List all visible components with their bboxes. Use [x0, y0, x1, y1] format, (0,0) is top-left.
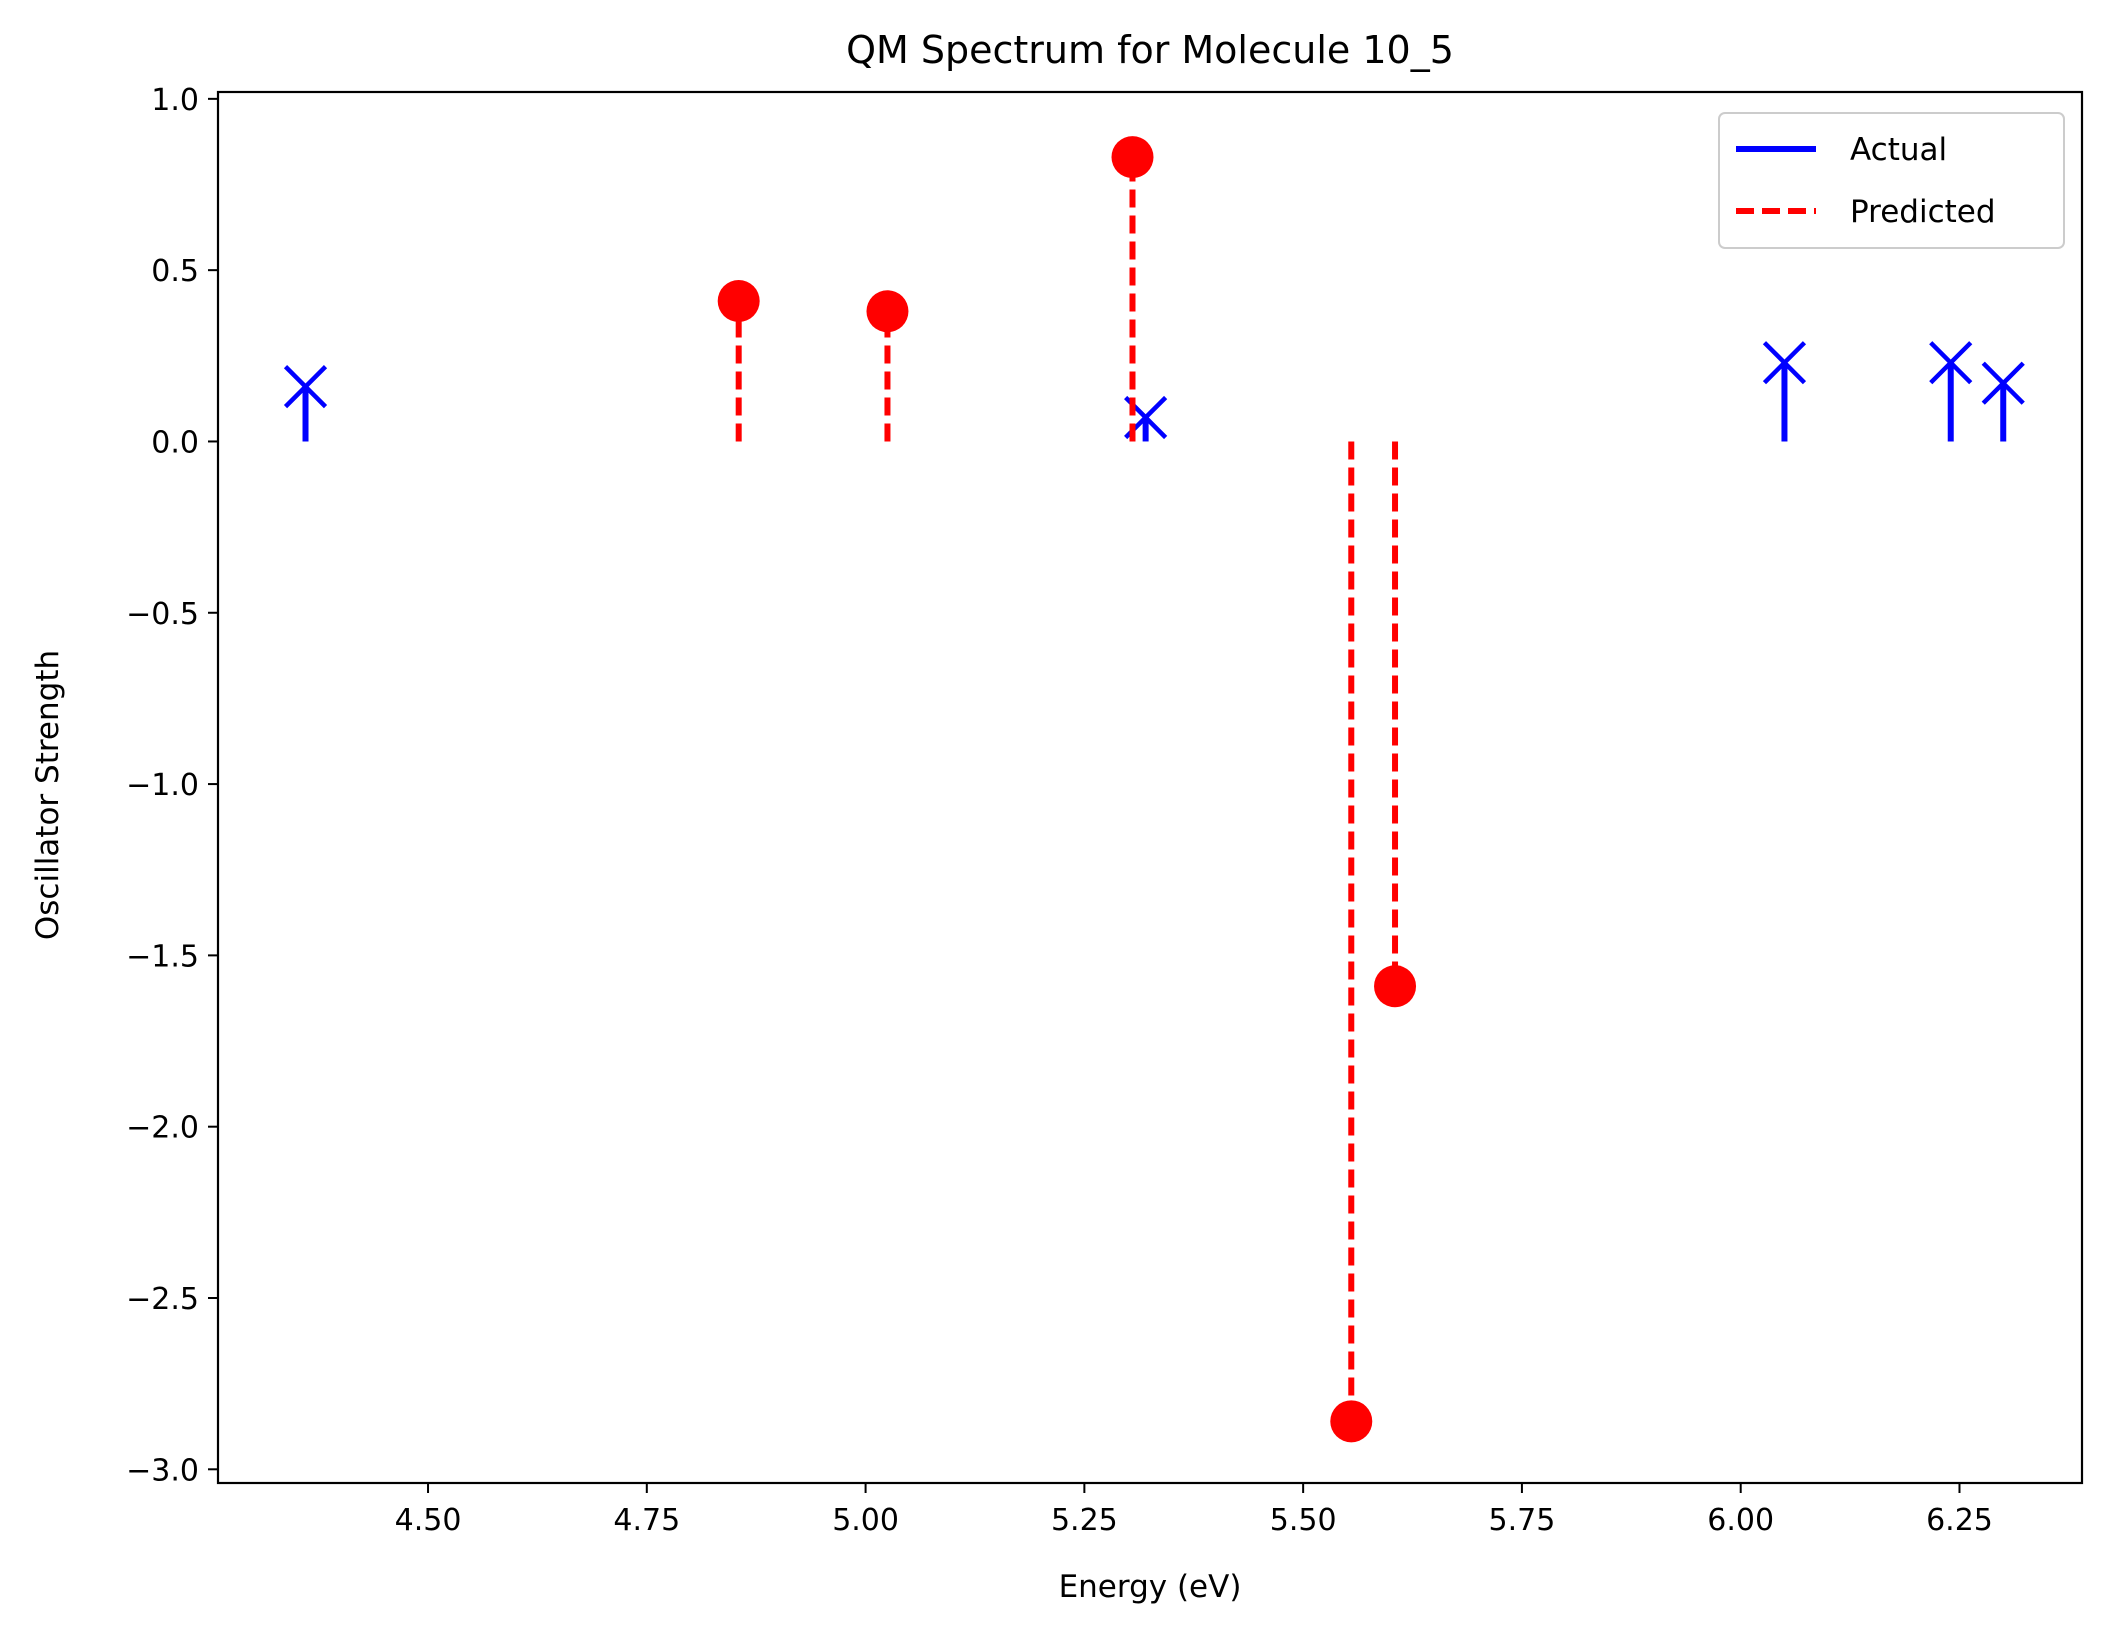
plot-area: [283, 136, 2025, 1443]
data-point-actual-2: [1762, 341, 1807, 385]
x-tick-label: 5.75: [1489, 1503, 1556, 1538]
chart-title: QM Spectrum for Molecule 10_5: [846, 28, 1454, 72]
y-tick-label: −1.5: [126, 939, 199, 974]
y-tick-label: 0.5: [151, 254, 199, 289]
axes: 4.50 4.75 5.00 5.25 5.50 5.75 6.00 6.25 1.0 0.5 0.…: [126, 83, 2084, 1538]
y-axis-label: Oscillator Strength: [30, 650, 66, 940]
x-tick-label: 5.50: [1270, 1503, 1337, 1538]
data-point-actual-0: [283, 365, 328, 409]
data-point-predicted-3: [1330, 1400, 1373, 1443]
y-tick-label: 0.0: [151, 425, 199, 460]
data-point-actual-4: [1981, 361, 2025, 405]
data-point-predicted-2: [1111, 136, 1154, 179]
x-marker-stroke: [1762, 341, 1807, 385]
data-point-actual-3: [1929, 341, 1973, 385]
y-tick-label: 1.0: [151, 83, 199, 118]
y-tick-label: −0.5: [126, 597, 199, 632]
legend-label-predicted: Predicted: [1850, 194, 1996, 230]
x-tick-label: 5.25: [1051, 1503, 1118, 1538]
x-marker-stroke: [1981, 361, 2025, 405]
x-tick-label: 4.50: [395, 1503, 462, 1538]
x-tick-label: 4.75: [613, 1503, 680, 1538]
data-point-predicted-4: [1374, 965, 1417, 1008]
data-point-predicted-0: [717, 279, 760, 322]
legend-label-actual: Actual: [1850, 132, 1947, 168]
plot-frame: [216, 90, 2084, 1485]
x-marker-stroke: [283, 365, 328, 409]
y-tick-label: −3.0: [126, 1453, 199, 1488]
x-tick-label: 6.00: [1707, 1503, 1774, 1538]
legend: Actual Predicted: [1718, 112, 2065, 249]
y-tick-label: −1.0: [126, 768, 199, 803]
x-axis-label: Energy (eV): [1059, 1569, 1242, 1605]
x-tick-label: 6.25: [1926, 1503, 1993, 1538]
data-point-predicted-1: [866, 290, 909, 333]
x-marker-stroke: [1929, 341, 1973, 385]
y-tick-label: −2.0: [126, 1111, 199, 1146]
y-tick-label: −2.5: [126, 1282, 199, 1317]
x-tick-label: 5.00: [832, 1503, 899, 1538]
